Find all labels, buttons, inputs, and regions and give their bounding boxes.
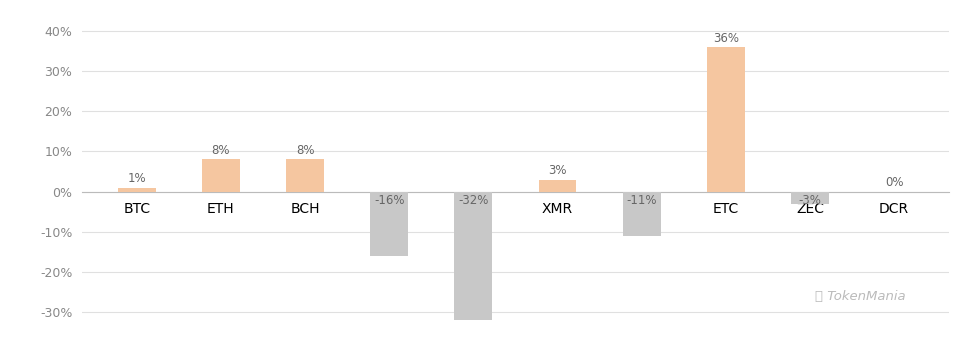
Bar [454,191,492,320]
Text: -16%: -16% [374,194,404,207]
Bar [707,47,745,191]
Text: 0%: 0% [885,176,903,189]
Text: -3%: -3% [799,194,822,207]
Bar [118,188,156,191]
Bar [286,159,324,191]
Bar [791,191,828,204]
Text: 36%: 36% [713,32,739,45]
Text: -11%: -11% [627,194,657,207]
Bar [539,179,576,191]
Text: -32%: -32% [458,194,489,207]
Bar [371,191,408,256]
Text: 3%: 3% [548,164,566,177]
Text: 8%: 8% [296,144,314,157]
Bar [623,191,660,236]
Text: 💱 TokenMania: 💱 TokenMania [814,290,905,303]
Text: 8%: 8% [211,144,230,157]
Text: 1%: 1% [128,172,146,185]
Bar [202,159,240,191]
